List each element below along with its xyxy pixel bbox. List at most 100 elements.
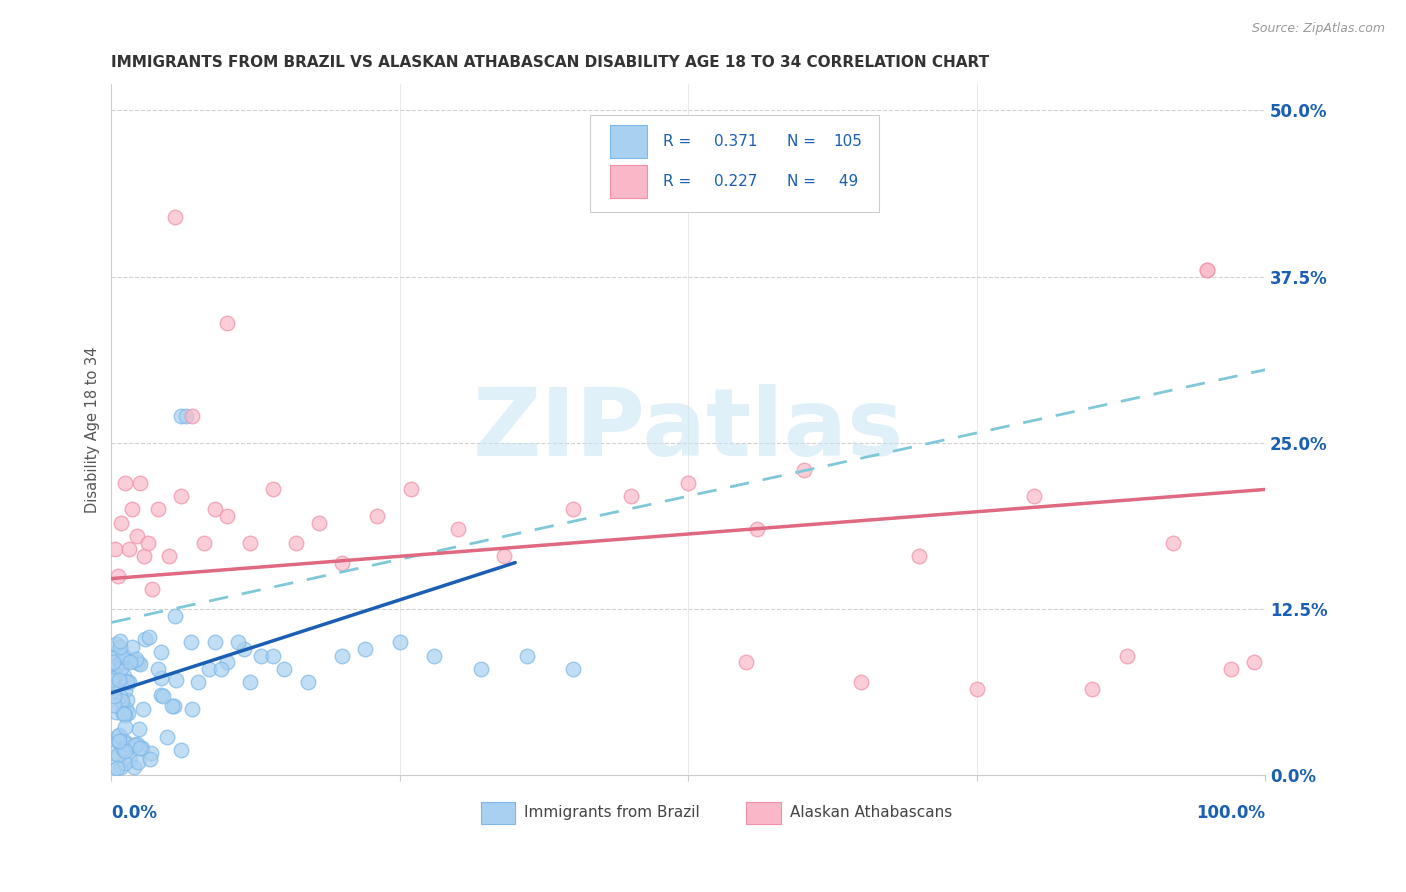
Point <box>108 673 131 687</box>
Point <box>138 752 160 766</box>
Point <box>735 656 758 670</box>
Point <box>124 759 146 773</box>
Point <box>110 655 132 669</box>
Point <box>114 708 136 723</box>
Point <box>233 642 256 657</box>
Point <box>250 648 273 663</box>
Point <box>108 735 131 749</box>
Point <box>107 729 129 743</box>
Point <box>470 662 492 676</box>
Point <box>1243 656 1265 670</box>
Point <box>187 675 209 690</box>
Point <box>561 502 583 516</box>
Text: R =: R = <box>662 135 696 149</box>
Point <box>163 699 186 714</box>
Point <box>228 635 250 649</box>
Text: 100.0%: 100.0% <box>1197 804 1265 822</box>
Point <box>401 483 423 497</box>
Point <box>125 652 148 666</box>
Point <box>111 706 134 720</box>
Point <box>103 689 125 703</box>
Point <box>117 693 139 707</box>
Point <box>273 662 295 676</box>
Point <box>388 635 411 649</box>
Point <box>104 637 127 651</box>
Point <box>851 675 873 690</box>
Point <box>110 759 132 773</box>
Point <box>747 522 769 536</box>
Point <box>105 658 128 673</box>
Point <box>131 740 153 755</box>
Point <box>114 682 136 697</box>
Bar <box>747 802 780 824</box>
Point <box>169 489 191 503</box>
Point <box>111 694 134 708</box>
Point <box>169 409 191 424</box>
Point <box>105 760 128 774</box>
Point <box>170 743 193 757</box>
Point <box>129 475 152 490</box>
Point <box>262 483 284 497</box>
Point <box>121 502 143 516</box>
Point <box>111 742 134 756</box>
Point <box>103 655 125 669</box>
Point <box>115 737 138 751</box>
Point <box>1161 535 1184 549</box>
Point <box>101 764 124 778</box>
Point <box>176 409 198 424</box>
Text: 49: 49 <box>834 174 858 189</box>
Point <box>156 730 179 744</box>
Point <box>124 654 146 668</box>
Point <box>115 702 138 716</box>
Point <box>330 556 353 570</box>
Point <box>125 737 148 751</box>
Point <box>114 744 136 758</box>
Point <box>108 733 131 747</box>
Point <box>150 672 173 686</box>
Point <box>160 699 183 714</box>
Point <box>112 705 135 719</box>
Text: N =: N = <box>787 174 821 189</box>
Point <box>198 662 221 676</box>
Point <box>107 648 129 662</box>
Point <box>112 668 135 682</box>
Point <box>215 316 238 330</box>
Point <box>114 756 136 771</box>
Point <box>423 648 446 663</box>
Point <box>127 755 149 769</box>
Text: 0.371: 0.371 <box>714 135 758 149</box>
Point <box>163 210 186 224</box>
Point <box>101 681 124 695</box>
Point <box>204 635 226 649</box>
Point <box>146 662 169 676</box>
Point <box>121 640 143 655</box>
Point <box>152 689 174 703</box>
Point <box>132 549 155 563</box>
Text: Source: ZipAtlas.com: Source: ZipAtlas.com <box>1251 22 1385 36</box>
Point <box>149 645 172 659</box>
Point <box>110 516 132 530</box>
Point <box>1081 681 1104 696</box>
Point <box>114 475 136 490</box>
Point <box>105 661 128 675</box>
Point <box>193 535 215 549</box>
Point <box>908 549 931 563</box>
Point <box>110 693 132 707</box>
Point <box>163 608 186 623</box>
Point <box>181 409 204 424</box>
Point <box>112 650 135 665</box>
Point <box>105 705 128 719</box>
Point <box>146 502 169 516</box>
Point <box>1219 662 1241 676</box>
Point <box>110 661 132 675</box>
Point <box>215 656 238 670</box>
Text: 0.0%: 0.0% <box>111 804 157 822</box>
Point <box>114 720 136 734</box>
Point <box>125 529 148 543</box>
Point <box>124 738 146 752</box>
Point <box>215 509 238 524</box>
Point <box>1197 263 1219 277</box>
Point <box>107 569 129 583</box>
Point <box>1024 489 1046 503</box>
Point <box>678 475 700 490</box>
